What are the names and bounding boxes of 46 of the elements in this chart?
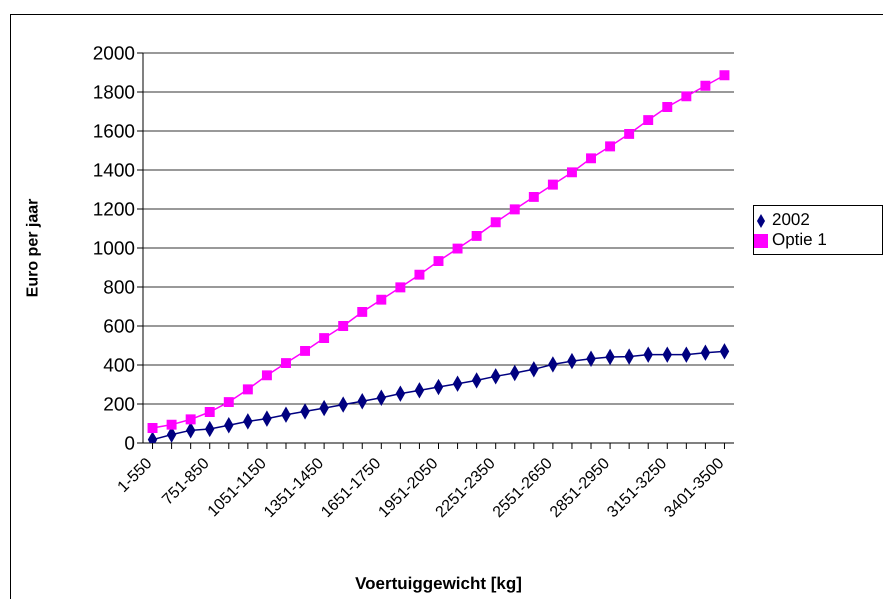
point	[204, 407, 215, 417]
point	[528, 192, 539, 202]
point	[166, 420, 177, 430]
y-tick-label: 800	[103, 278, 135, 299]
point	[605, 141, 616, 152]
point	[186, 414, 196, 424]
legend-label: 2002	[772, 210, 810, 229]
point	[586, 153, 596, 164]
point	[566, 167, 577, 178]
x-axis-title: Voertuiggewicht [kg]	[355, 574, 522, 593]
point	[414, 270, 424, 280]
y-tick-label: 1600	[92, 122, 135, 143]
point	[281, 358, 291, 368]
y-tick-label: 200	[103, 394, 135, 416]
y-tick-label: 1400	[92, 160, 135, 182]
point	[300, 346, 310, 356]
point	[376, 294, 386, 305]
point	[662, 102, 672, 112]
point	[719, 70, 730, 80]
y-tick-label: 600	[103, 316, 135, 338]
point	[624, 128, 634, 139]
point	[452, 244, 463, 254]
legend-label: Optie 1	[772, 230, 827, 249]
y-tick-label: 400	[103, 356, 135, 377]
point	[242, 384, 253, 394]
y-tick-label: 0	[124, 434, 135, 455]
point	[490, 217, 501, 228]
point	[262, 370, 272, 380]
point	[357, 306, 368, 317]
point	[510, 204, 520, 214]
point	[395, 282, 406, 292]
point	[472, 230, 482, 241]
y-tick-label: 1200	[92, 200, 135, 221]
point	[319, 333, 330, 344]
point	[681, 91, 692, 102]
y-tick-label: 1000	[92, 238, 135, 260]
point	[700, 80, 710, 91]
point	[434, 256, 444, 266]
y-tick-label: 2000	[92, 44, 135, 65]
point	[224, 397, 234, 408]
point	[548, 180, 558, 190]
point	[338, 321, 348, 331]
y-tick-label: 1800	[92, 82, 135, 104]
y-axis-title: Euro per jaar	[24, 198, 42, 298]
point	[148, 423, 158, 433]
point	[643, 115, 654, 126]
